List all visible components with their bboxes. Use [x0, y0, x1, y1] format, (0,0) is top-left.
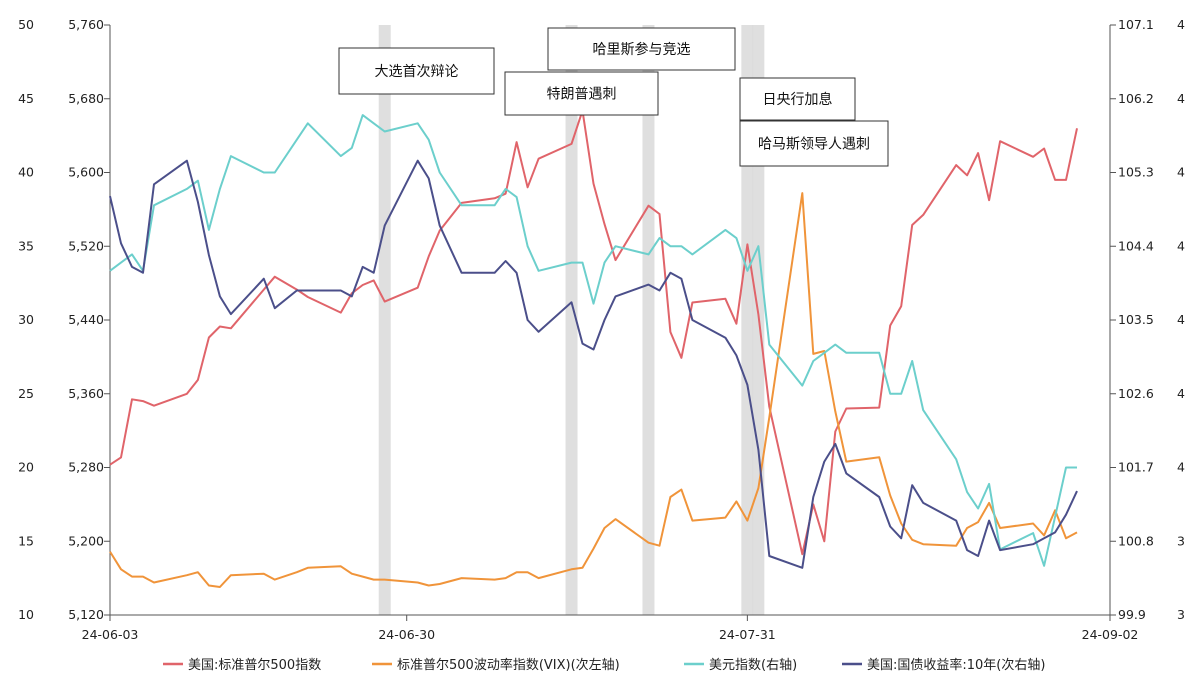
dxy-tick-label: 105.3	[1118, 165, 1154, 180]
axes: 10 5,120 99.9 3 15 5,200 100.8 3 20 5,280 101.7 4 25…	[18, 17, 1185, 642]
dxy-tick-label: 104.4	[1118, 238, 1154, 253]
spx-tick-label: 5,680	[68, 91, 104, 106]
annotation-box	[739, 120, 889, 167]
series-line	[109, 109, 1078, 556]
dxy-tick-label: 107.1	[1118, 17, 1154, 32]
legend-label: 美国:标准普尔500指数	[188, 658, 321, 673]
spx-tick-label: 5,600	[68, 165, 104, 180]
vix-tick-label: 15	[18, 533, 34, 548]
x-tick-label: 24-06-03	[82, 627, 139, 642]
yield-tick-label: 4	[1177, 17, 1185, 32]
annotation-box	[504, 71, 659, 116]
vix-tick-label: 40	[18, 165, 34, 180]
annotation-4: 日央行加息	[739, 77, 856, 121]
series-1	[109, 109, 1078, 556]
vix-tick-label: 30	[18, 312, 34, 327]
vix-tick-label: 45	[18, 91, 34, 106]
series-lines	[109, 109, 1078, 588]
legend-item-3: 美元指数(右轴)	[684, 658, 797, 673]
yield-tick-label: 4	[1177, 312, 1185, 327]
vix-tick-label: 50	[18, 17, 34, 32]
series-line	[109, 159, 1078, 569]
legend-label: 美元指数(右轴)	[709, 658, 797, 673]
annotation-label: 特朗普遇刺	[547, 87, 617, 103]
legend-label: 美国:国债收益率:10年(次右轴)	[867, 657, 1045, 673]
annotation-label: 日央行加息	[763, 91, 833, 108]
spx-tick-label: 5,440	[68, 312, 104, 327]
annotation-label: 哈马斯领导人遇刺	[758, 137, 870, 153]
legend-item-1: 美国:标准普尔500指数	[163, 658, 321, 673]
event-band-1	[378, 25, 391, 615]
annotation-2: 哈里斯参与竞选	[547, 27, 736, 71]
annotation-label: 大选首次辩论	[375, 64, 459, 80]
series-4	[109, 159, 1078, 569]
annotation-box	[547, 27, 736, 71]
annotation-1: 大选首次辩论	[338, 47, 495, 95]
legend-label: 标准普尔500波动率指数(VIX)(次左轴)	[397, 657, 620, 673]
series-line	[109, 192, 1078, 588]
event-band-4	[741, 25, 754, 615]
yield-tick-label: 3	[1177, 607, 1185, 622]
event-band-3	[642, 25, 655, 615]
vix-tick-label: 25	[18, 386, 34, 401]
yield-tick-label: 4	[1177, 460, 1185, 475]
event-bands	[378, 25, 765, 615]
dxy-tick-label: 106.2	[1118, 91, 1154, 106]
vix-tick-label: 35	[18, 238, 34, 253]
spx-tick-label: 5,520	[68, 238, 104, 253]
series-2	[109, 192, 1078, 588]
dxy-tick-label: 102.6	[1118, 386, 1154, 401]
annotation-5: 哈马斯领导人遇刺	[739, 120, 889, 167]
x-tick-label: 24-07-31	[719, 627, 776, 642]
spx-tick-label: 5,360	[68, 386, 104, 401]
yield-tick-label: 4	[1177, 91, 1185, 106]
annotation-3: 特朗普遇刺	[504, 71, 659, 116]
dxy-tick-label: 100.8	[1118, 533, 1154, 548]
legend-item-2: 标准普尔500波动率指数(VIX)(次左轴)	[372, 657, 620, 673]
vix-tick-label: 20	[18, 460, 34, 475]
spx-tick-label: 5,760	[68, 17, 104, 32]
dxy-tick-label: 99.9	[1118, 607, 1146, 622]
x-tick-label: 24-06-30	[378, 627, 435, 642]
spx-tick-label: 5,120	[68, 607, 104, 622]
annotation-label: 哈里斯参与竞选	[593, 41, 691, 58]
x-tick-label: 24-09-02	[1082, 627, 1139, 642]
event-band-2	[565, 25, 578, 615]
dxy-tick-label: 101.7	[1118, 460, 1154, 475]
yield-tick-label: 4	[1177, 165, 1185, 180]
annotation-box	[338, 47, 495, 95]
yield-tick-label: 4	[1177, 238, 1185, 253]
annotation-box	[739, 77, 856, 121]
yield-tick-label: 4	[1177, 386, 1185, 401]
spx-tick-label: 5,200	[68, 533, 104, 548]
series-3	[109, 114, 1078, 567]
vix-tick-label: 10	[18, 607, 34, 622]
legend: 美国:标准普尔500指数 标准普尔500波动率指数(VIX)(次左轴) 美元指数(右…	[163, 657, 1045, 673]
dxy-tick-label: 103.5	[1118, 312, 1154, 327]
legend-item-4: 美国:国债收益率:10年(次右轴)	[842, 657, 1045, 673]
spx-tick-label: 5,280	[68, 460, 104, 475]
yield-tick-label: 3	[1177, 533, 1185, 548]
